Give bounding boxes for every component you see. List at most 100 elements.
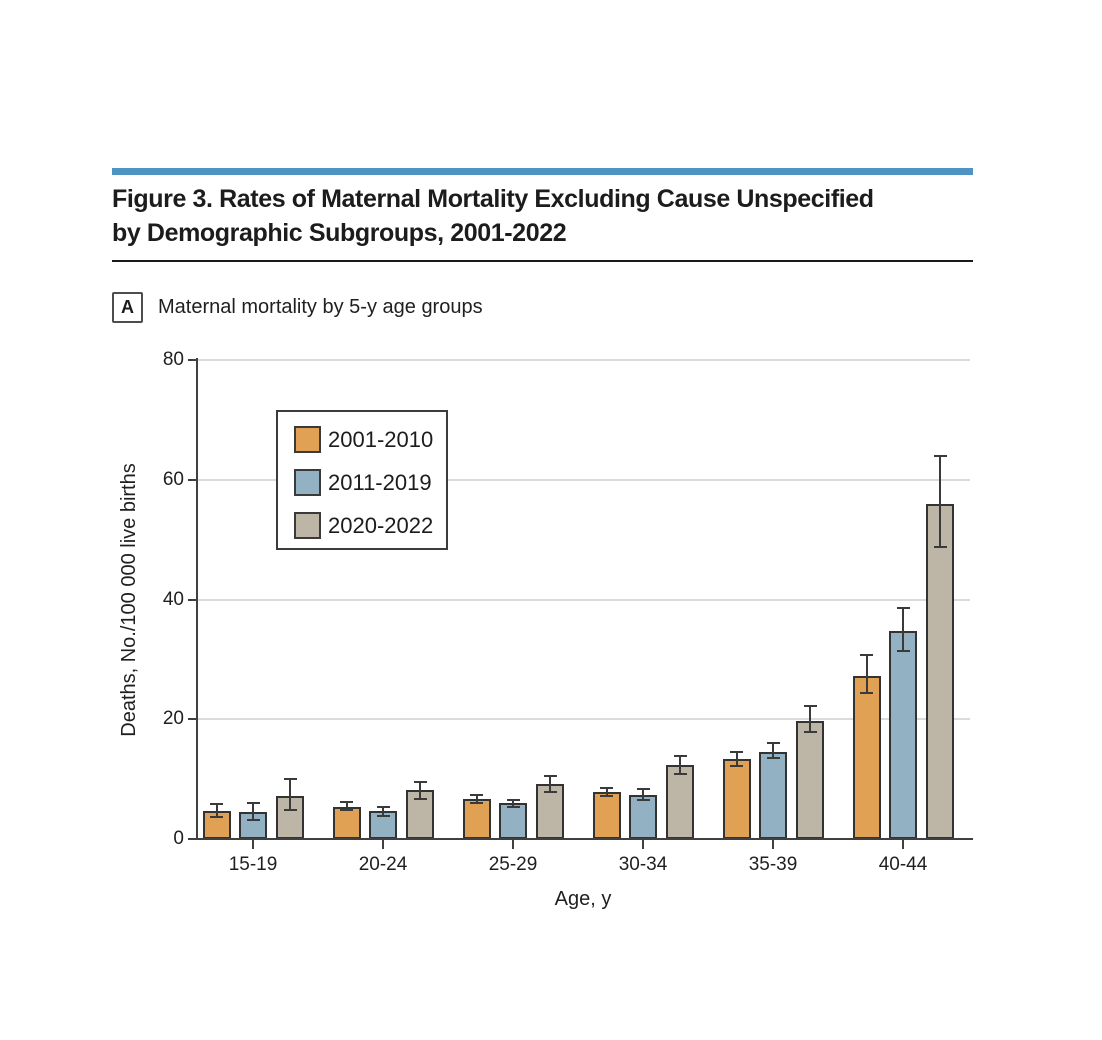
error-cap-top-2011-2019-20-24 — [376, 806, 390, 809]
error-cap-bottom-2011-2019-40-44 — [896, 649, 910, 652]
y-tick-40 — [188, 598, 197, 601]
error-cap-bottom-2001-2010-35-39 — [730, 764, 744, 767]
error-cap-bottom-2011-2019-30-34 — [636, 799, 650, 802]
y-tick-label-40: 40 — [162, 588, 184, 610]
error-bar-2011-2019-25-29 — [512, 800, 515, 808]
x-tick-25-29 — [512, 839, 514, 849]
error-bar-2011-2019-30-34 — [642, 788, 645, 801]
figure-title-line1: Figure 3. Rates of Maternal Mortality Ex… — [112, 185, 874, 213]
bar-2001-2010-35-39 — [722, 759, 751, 839]
error-cap-bottom-2001-2010-25-29 — [470, 802, 484, 805]
error-cap-bottom-2011-2019-35-39 — [766, 757, 780, 760]
gridline-40 — [197, 598, 970, 601]
error-bar-2001-2010-30-34 — [605, 787, 608, 797]
error-cap-bottom-2001-2010-40-44 — [860, 691, 874, 694]
x-tick-35-39 — [772, 839, 774, 849]
error-cap-bottom-2001-2010-30-34 — [600, 795, 614, 798]
bar-2011-2019-25-29 — [499, 803, 528, 839]
error-cap-top-2020-2022-25-29 — [543, 775, 557, 778]
error-bar-2011-2019-40-44 — [902, 607, 905, 651]
error-cap-bottom-2001-2010-15-19 — [210, 815, 224, 818]
bar-2011-2019-30-34 — [629, 794, 658, 839]
panel-a-badge: A — [112, 292, 143, 323]
bar-2001-2010-20-24 — [332, 806, 361, 839]
x-tick-30-34 — [642, 839, 644, 849]
error-bar-2020-2022-40-44 — [939, 455, 941, 547]
error-bar-2020-2022-15-19 — [289, 778, 291, 811]
y-tick-label-20: 20 — [162, 708, 184, 730]
error-cap-top-2001-2010-15-19 — [210, 803, 224, 806]
x-tick-label-35-39: 35-39 — [748, 854, 798, 875]
y-tick-label-80: 80 — [162, 349, 184, 370]
y-tick-60 — [188, 478, 197, 481]
bar-2020-2022-30-34 — [666, 765, 694, 839]
y-axis-line — [196, 358, 198, 840]
error-bar-2001-2010-15-19 — [215, 804, 218, 817]
error-cap-top-2020-2022-30-34 — [673, 755, 687, 758]
gridline-20 — [197, 718, 970, 721]
error-bar-2020-2022-20-24 — [419, 781, 421, 800]
bar-2001-2010-30-34 — [592, 791, 621, 839]
error-cap-top-2011-2019-30-34 — [636, 787, 650, 790]
error-cap-bottom-2020-2022-30-34 — [673, 773, 687, 776]
error-bar-2020-2022-35-39 — [809, 706, 811, 733]
bar-2020-2022-35-39 — [796, 721, 824, 839]
x-tick-label-30-34: 30-34 — [618, 854, 668, 875]
error-cap-bottom-2020-2022-20-24 — [413, 798, 427, 801]
bar-2001-2010-25-29 — [462, 799, 491, 839]
x-axis-line — [196, 838, 973, 840]
error-bar-2011-2019-20-24 — [382, 807, 385, 817]
x-tick-label-15-19: 15-19 — [228, 854, 278, 875]
error-bar-2011-2019-15-19 — [252, 803, 255, 820]
error-cap-top-2020-2022-20-24 — [413, 780, 427, 783]
x-tick-20-24 — [382, 839, 384, 849]
error-cap-bottom-2011-2019-15-19 — [246, 818, 260, 821]
error-cap-bottom-2001-2010-20-24 — [340, 809, 354, 812]
x-tick-40-44 — [902, 839, 904, 849]
error-cap-top-2011-2019-35-39 — [766, 742, 780, 745]
panel-a-subtitle: Maternal mortality by 5-y age groups — [158, 296, 483, 318]
error-cap-top-2011-2019-25-29 — [506, 799, 520, 802]
bar-2001-2010-40-44 — [852, 676, 881, 839]
y-tick-80 — [188, 359, 197, 361]
x-tick-label-40-44: 40-44 — [878, 854, 928, 875]
figure-accent-rule — [112, 168, 973, 175]
error-cap-top-2020-2022-35-39 — [803, 705, 817, 708]
error-bar-2011-2019-35-39 — [772, 743, 775, 759]
error-bar-2001-2010-20-24 — [345, 802, 348, 811]
error-bar-2020-2022-25-29 — [549, 776, 551, 792]
error-cap-top-2011-2019-40-44 — [896, 606, 910, 609]
x-tick-label-25-29: 25-29 — [488, 854, 538, 875]
error-cap-bottom-2020-2022-25-29 — [543, 790, 557, 793]
y-tick-label-0: 0 — [173, 828, 184, 849]
error-cap-bottom-2020-2022-35-39 — [803, 731, 817, 734]
y-tick-label-60: 60 — [162, 468, 184, 490]
legend-swatch-2001-2010 — [294, 426, 321, 453]
x-tick-15-19 — [252, 839, 254, 849]
title-divider — [112, 260, 973, 262]
legend-label-2020-2022: 2020-2022 — [328, 512, 434, 538]
figure-title-line2: by Demographic Subgroups, 2001-2022 — [112, 219, 567, 247]
error-cap-top-2001-2010-35-39 — [730, 750, 744, 753]
x-axis-title: Age, y — [554, 888, 612, 910]
gridline-80 — [197, 359, 970, 361]
bar-2020-2022-40-44 — [926, 503, 954, 839]
bar-2011-2019-35-39 — [759, 752, 788, 839]
error-cap-bottom-2020-2022-40-44 — [933, 545, 947, 548]
error-cap-top-2001-2010-25-29 — [470, 793, 484, 796]
error-cap-top-2011-2019-15-19 — [246, 802, 260, 805]
error-cap-top-2001-2010-20-24 — [340, 801, 354, 804]
error-cap-bottom-2020-2022-15-19 — [283, 809, 297, 812]
legend-swatch-2020-2022 — [294, 512, 321, 539]
gridline-60 — [197, 478, 970, 481]
panel-a-letter: A — [121, 297, 134, 317]
error-cap-top-2020-2022-40-44 — [933, 454, 947, 457]
figure-title: Figure 3. Rates of Maternal Mortality Ex… — [112, 182, 992, 250]
error-bar-2020-2022-30-34 — [679, 756, 681, 775]
bar-2011-2019-40-44 — [889, 631, 918, 839]
error-bar-2001-2010-25-29 — [475, 794, 478, 804]
y-tick-20 — [188, 718, 197, 721]
legend: 2001-2010 2011-2019 2020-2022 — [276, 410, 448, 550]
